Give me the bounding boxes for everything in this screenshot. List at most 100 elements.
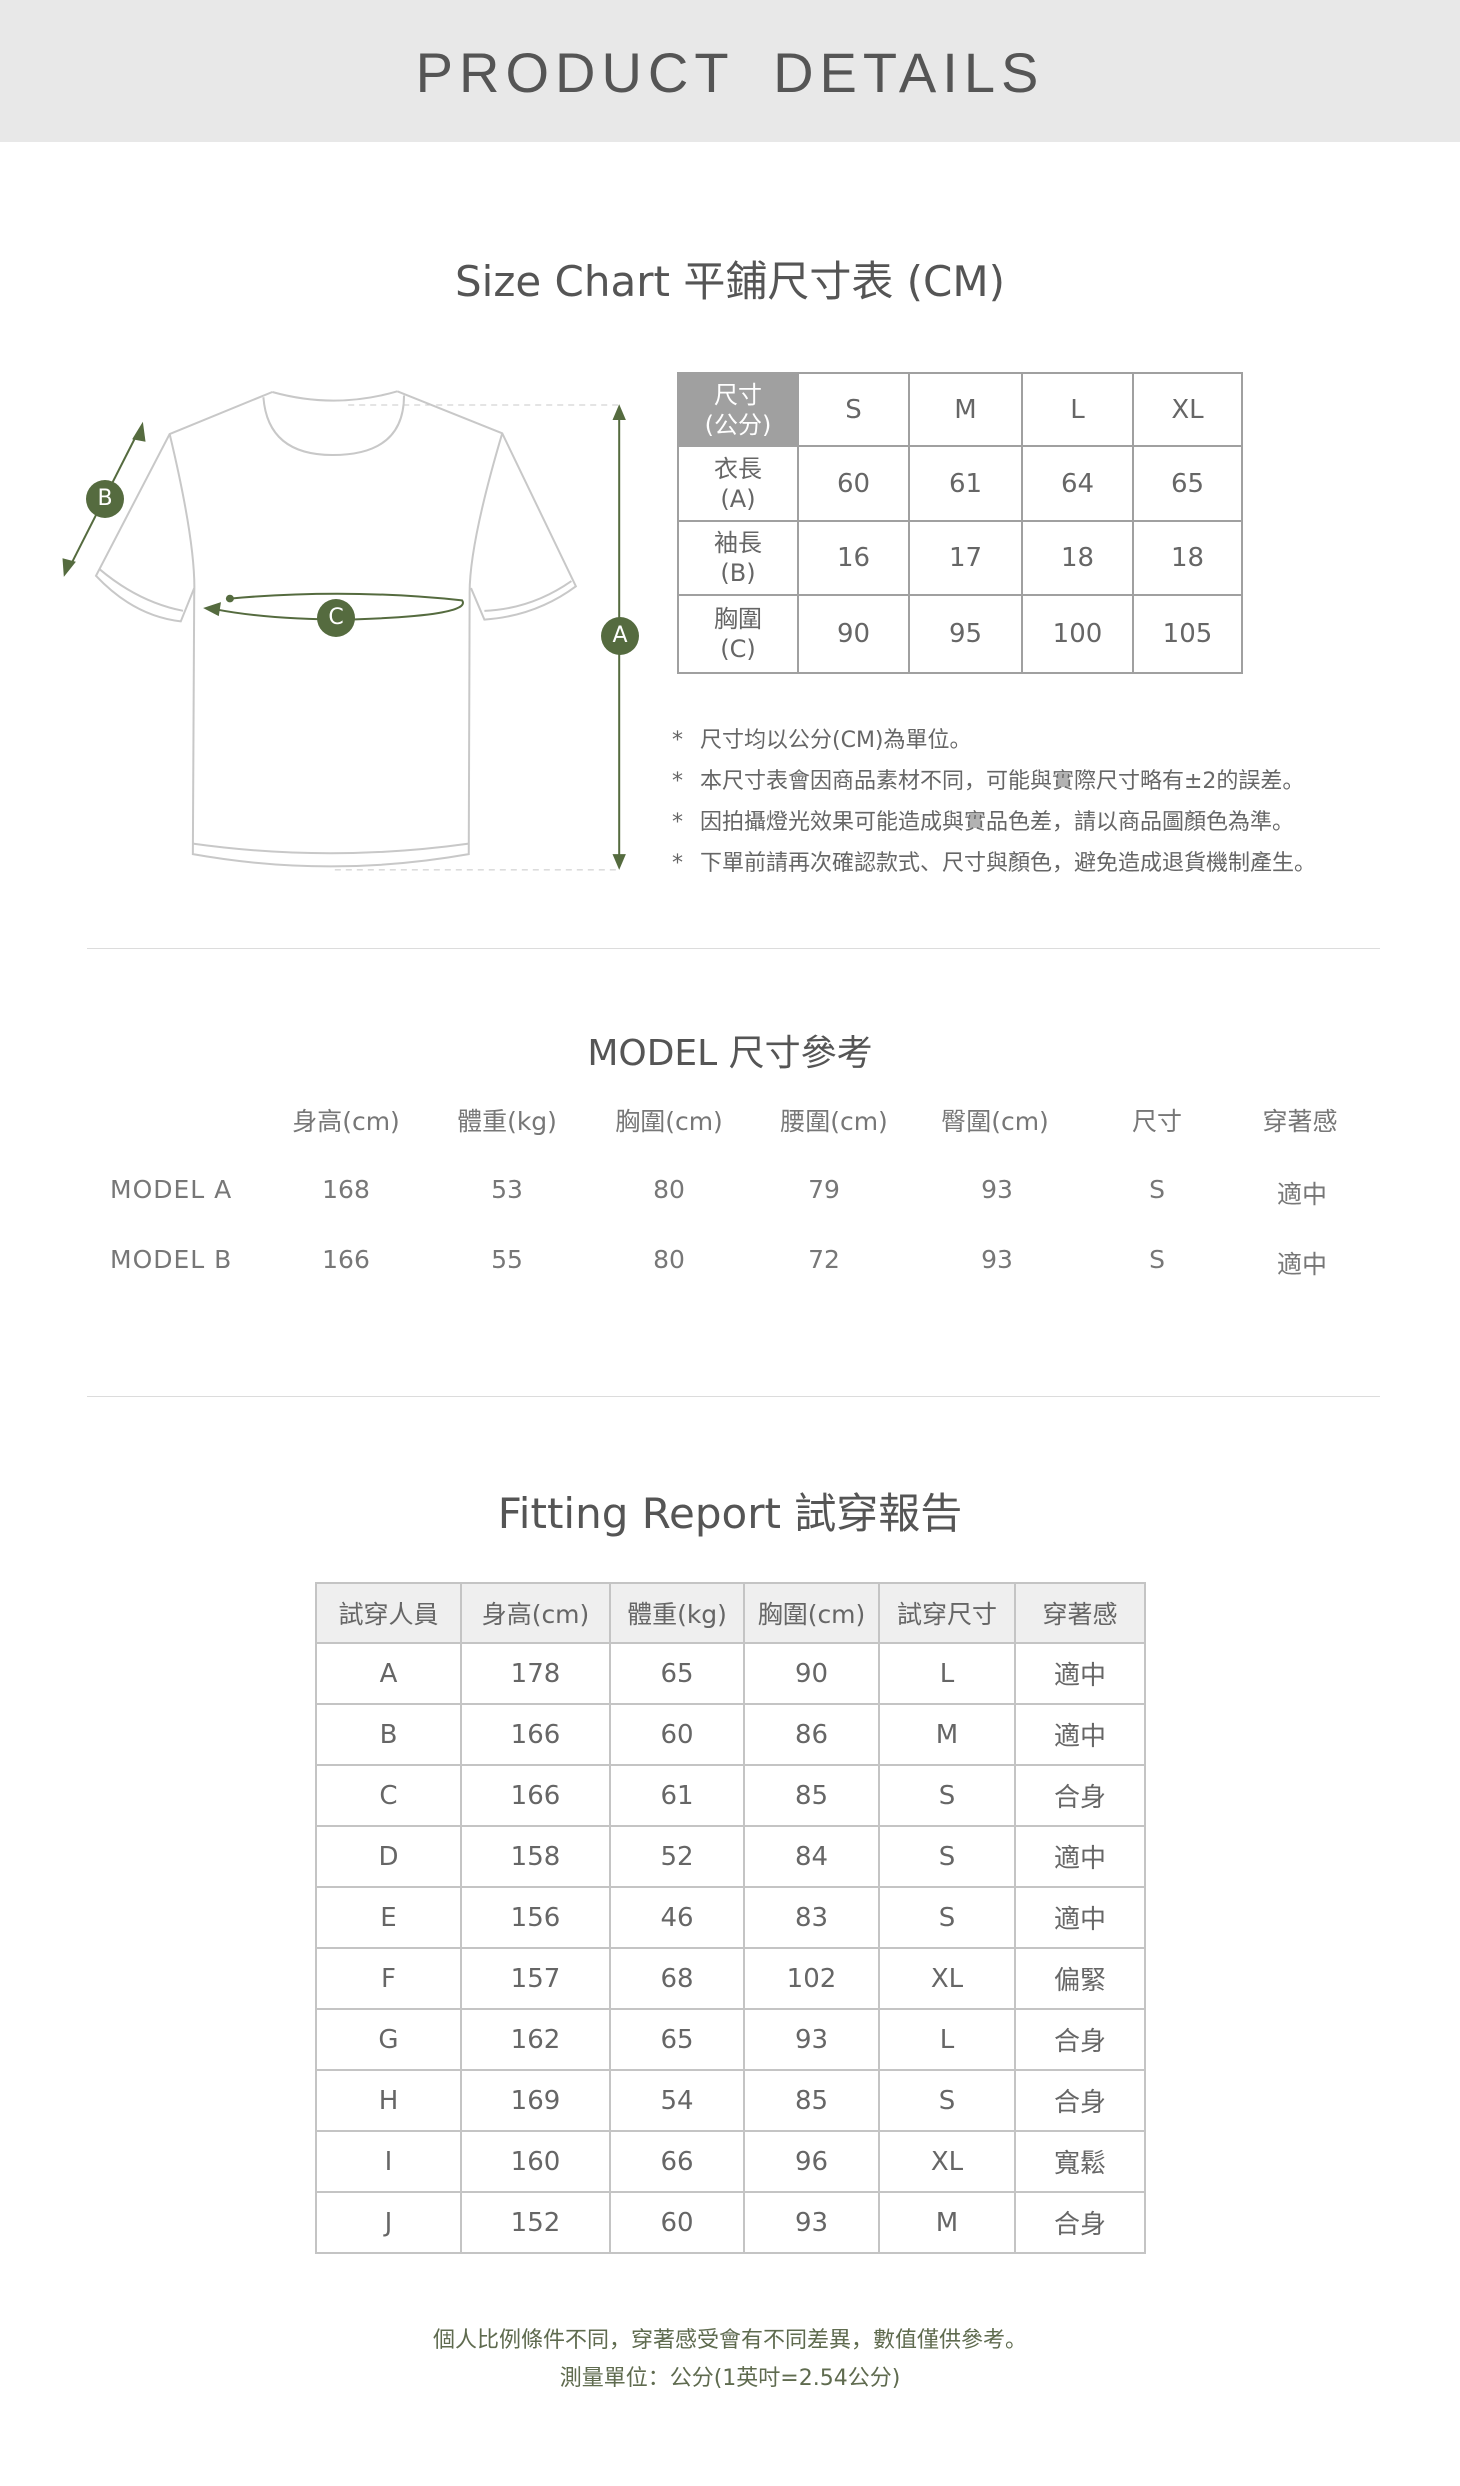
size-header: S: [797, 372, 910, 447]
fitting-cell: 合身: [1014, 1764, 1146, 1827]
fitting-cell: 158: [460, 1825, 611, 1888]
row-label-code: (C): [720, 635, 756, 663]
note-item: * 因拍攝燈光效果可能造成與實品色差，請以商品圖顏色為準。: [672, 802, 1316, 843]
fitting-cell: 152: [460, 2191, 611, 2254]
size-cell: 64: [1021, 445, 1134, 522]
section-divider: [87, 1396, 1380, 1397]
fitting-cell: XL: [878, 2130, 1016, 2193]
model-cell: 80: [653, 1245, 685, 1274]
corner-unit: (公分): [704, 410, 772, 439]
model-cell: 72: [808, 1245, 840, 1274]
note-marker: *: [672, 810, 683, 835]
fitting-table: 試穿人員 身高(cm) 體重(kg) 胸圍(cm) 試穿尺寸 穿著感 A 178 6…: [315, 1582, 1146, 2254]
fitting-row: D 158 52 84 S 適中: [315, 1825, 1146, 1888]
section-divider: [87, 948, 1380, 949]
model-cell: 93: [981, 1245, 1013, 1274]
fitting-cell: 86: [743, 1703, 880, 1766]
size-header: M: [908, 372, 1023, 447]
fitting-cell: 157: [460, 1947, 611, 2010]
measure-b-badge: B: [86, 480, 124, 518]
row-label: 衣長 (A): [677, 445, 799, 522]
fitting-title: Fitting Report 試穿報告: [497, 1489, 963, 1538]
tester-id: I: [315, 2130, 462, 2193]
fitting-cell: 93: [743, 2191, 880, 2254]
fitting-cell: 178: [460, 1642, 611, 1705]
note-item: * 尺寸均以公分(CM)為單位。: [672, 720, 1316, 761]
row-label-code: (A): [720, 484, 756, 513]
fitting-cell: XL: [878, 1947, 1016, 2010]
measure-unit-note: 測量單位：公分(1英吋=2.54公分): [559, 2366, 901, 2391]
note-text: 本尺寸表會因商品素材不同，可能與實際尺寸略有±2的誤差。: [700, 769, 1305, 794]
fitting-cell: 52: [609, 1825, 745, 1888]
fitting-cell: 66: [609, 2130, 745, 2193]
fitting-header: 試穿人員: [315, 1582, 462, 1644]
fitting-cell: 61: [609, 1764, 745, 1827]
note-text: 尺寸均以公分(CM)為單位。: [700, 728, 972, 753]
model-cell: 166: [322, 1245, 370, 1274]
fitting-cell: 偏緊: [1014, 1947, 1146, 2010]
tester-id: E: [315, 1886, 462, 1949]
row-label-name: 袖長: [714, 529, 762, 557]
size-cell: 17: [908, 520, 1023, 596]
model-cell: S: [1149, 1245, 1165, 1274]
fitting-cell: 54: [609, 2069, 745, 2132]
size-notes: * 尺寸均以公分(CM)為單位。 * 本尺寸表會因商品素材不同，可能與實際尺寸略有±…: [672, 720, 1316, 884]
size-cell: 61: [908, 445, 1023, 522]
size-cell: 16: [797, 520, 910, 596]
fitting-cell: 適中: [1014, 1642, 1146, 1705]
fitting-cell: 合身: [1014, 2069, 1146, 2132]
size-header-row: 尺寸 (公分) S M L XL: [677, 372, 1243, 447]
size-cell: 60: [797, 445, 910, 522]
model-header: 臀圍(cm): [941, 1107, 1049, 1136]
size-cell: 100: [1021, 594, 1134, 674]
fitting-cell: S: [878, 1886, 1016, 1949]
tester-id: C: [315, 1764, 462, 1827]
fitting-cell: 適中: [1014, 1825, 1146, 1888]
fitting-cell: M: [878, 1703, 1016, 1766]
fitting-cell: L: [878, 1642, 1016, 1705]
fitting-row: G 162 65 93 L 合身: [315, 2008, 1146, 2071]
fitting-row: F 157 68 102 XL 偏緊: [315, 1947, 1146, 2010]
fitting-cell: 96: [743, 2130, 880, 2193]
note-item: * 本尺寸表會因商品素材不同，可能與實際尺寸略有±2的誤差。: [672, 761, 1316, 802]
tester-id: H: [315, 2069, 462, 2132]
size-row: 袖長 (B) 16 17 18 18: [677, 520, 1243, 596]
note-marker: *: [672, 769, 683, 794]
size-cell: 18: [1021, 520, 1134, 596]
size-header: XL: [1132, 372, 1243, 447]
fitting-cell: 162: [460, 2008, 611, 2071]
tester-id: J: [315, 2191, 462, 2254]
model-cell: 55: [491, 1245, 523, 1274]
size-cell: 18: [1132, 520, 1243, 596]
fitting-cell: 93: [743, 2008, 880, 2071]
fitting-cell: 65: [609, 1642, 745, 1705]
tester-id: F: [315, 1947, 462, 2010]
model-header: 身高(cm): [292, 1107, 400, 1136]
model-cell: 80: [653, 1175, 685, 1204]
size-cell: 105: [1132, 594, 1243, 674]
size-cell: 90: [797, 594, 910, 674]
model-cell: 53: [491, 1175, 523, 1204]
fitting-cell: 169: [460, 2069, 611, 2132]
size-header: L: [1021, 372, 1134, 447]
model-header: 腰圍(cm): [780, 1107, 888, 1136]
size-cell: 95: [908, 594, 1023, 674]
row-label-code: (B): [720, 559, 756, 587]
model-cell: S: [1149, 1175, 1165, 1204]
fitting-cell: 46: [609, 1886, 745, 1949]
row-label: 胸圍 (C): [677, 594, 799, 674]
size-chart-title: Size Chart 平鋪尺寸表 (CM): [454, 257, 1006, 306]
fitting-cell: 166: [460, 1703, 611, 1766]
header-band: [0, 0, 1460, 142]
size-table: 尺寸 (公分) S M L XL 衣長 (A) 60 61 64 65 袖長 (B) …: [677, 372, 1243, 674]
fitting-footnote: 個人比例條件不同，穿著感受會有不同差異，數值僅供參考。: [432, 2328, 1027, 2353]
fitting-cell: 60: [609, 1703, 745, 1766]
fitting-row: A 178 65 90 L 適中: [315, 1642, 1146, 1705]
model-header: 穿著感: [1262, 1107, 1338, 1136]
note-text: 因拍攝燈光效果可能造成與實品色差，請以商品圖顏色為準。: [700, 810, 1295, 835]
fitting-cell: 合身: [1014, 2008, 1146, 2071]
fitting-cell: 84: [743, 1825, 880, 1888]
fitting-cell: 166: [460, 1764, 611, 1827]
fitting-row: C 166 61 85 S 合身: [315, 1764, 1146, 1827]
model-row: MODEL A 168 53 80 79 93 S 適中: [0, 1175, 1460, 1209]
